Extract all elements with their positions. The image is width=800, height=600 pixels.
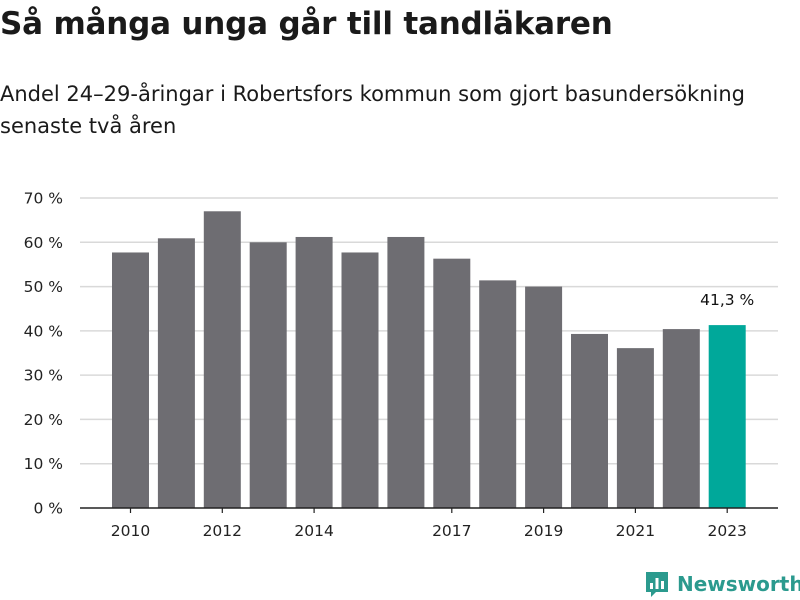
- bar-2020: [571, 333, 608, 508]
- bar-2012: [203, 211, 241, 509]
- chart-subtitle: Andel 24–29-åringar i Robertsfors kommun…: [0, 82, 745, 138]
- bar-2019: [525, 286, 563, 508]
- bar-2017: [433, 258, 471, 508]
- x-tick-label: 2014: [294, 522, 333, 540]
- bar-2023: [708, 325, 746, 508]
- bar-2010: [112, 252, 149, 508]
- x-tick-label: 2023: [707, 522, 746, 540]
- y-tick-label: 40 %: [24, 322, 63, 340]
- brand-logo: Newsworthy: [644, 570, 800, 598]
- y-tick-label: 50 %: [24, 278, 63, 296]
- brand-name: Newsworthy: [677, 572, 800, 596]
- gridlines: [80, 197, 778, 465]
- bar-2015: [341, 252, 379, 508]
- data-labels: 41,3 %: [700, 291, 754, 309]
- bar-2018: [479, 280, 517, 508]
- x-tick-label: 2010: [111, 522, 150, 540]
- data-label: 41,3 %: [700, 291, 754, 309]
- x-axis: 2010 2012 2014 2017 2019 2021 2023: [80, 507, 778, 540]
- x-tick-label: 2012: [203, 522, 242, 540]
- y-tick-label: 60 %: [24, 234, 63, 252]
- bar-2022: [662, 329, 700, 508]
- x-tick-label: 2019: [524, 522, 563, 540]
- x-tick-label: 2017: [432, 522, 471, 540]
- y-axis: 0 % 10 % 20 % 30 % 40 % 50 % 60 % 70 %: [24, 190, 63, 518]
- bar-2016: [387, 236, 425, 508]
- bar-2013: [249, 242, 287, 509]
- y-tick-label: 0 %: [33, 500, 63, 518]
- x-tick-label: 2021: [616, 522, 655, 540]
- y-tick-label: 70 %: [24, 190, 63, 208]
- newsworthy-logo-icon: [646, 572, 668, 597]
- bar-chart: 0 % 10 % 20 % 30 % 40 % 50 % 60 % 70 % 2010 2012…: [24, 190, 778, 540]
- bar-2011: [157, 238, 195, 509]
- bar-2021: [616, 348, 654, 508]
- y-tick-label: 30 %: [24, 367, 63, 385]
- y-tick-label: 10 %: [24, 455, 63, 473]
- chart-title: Så många unga går till tandläkaren: [0, 6, 613, 42]
- y-tick-label: 20 %: [24, 411, 63, 429]
- bars: [112, 211, 746, 509]
- bar-2014: [295, 236, 333, 508]
